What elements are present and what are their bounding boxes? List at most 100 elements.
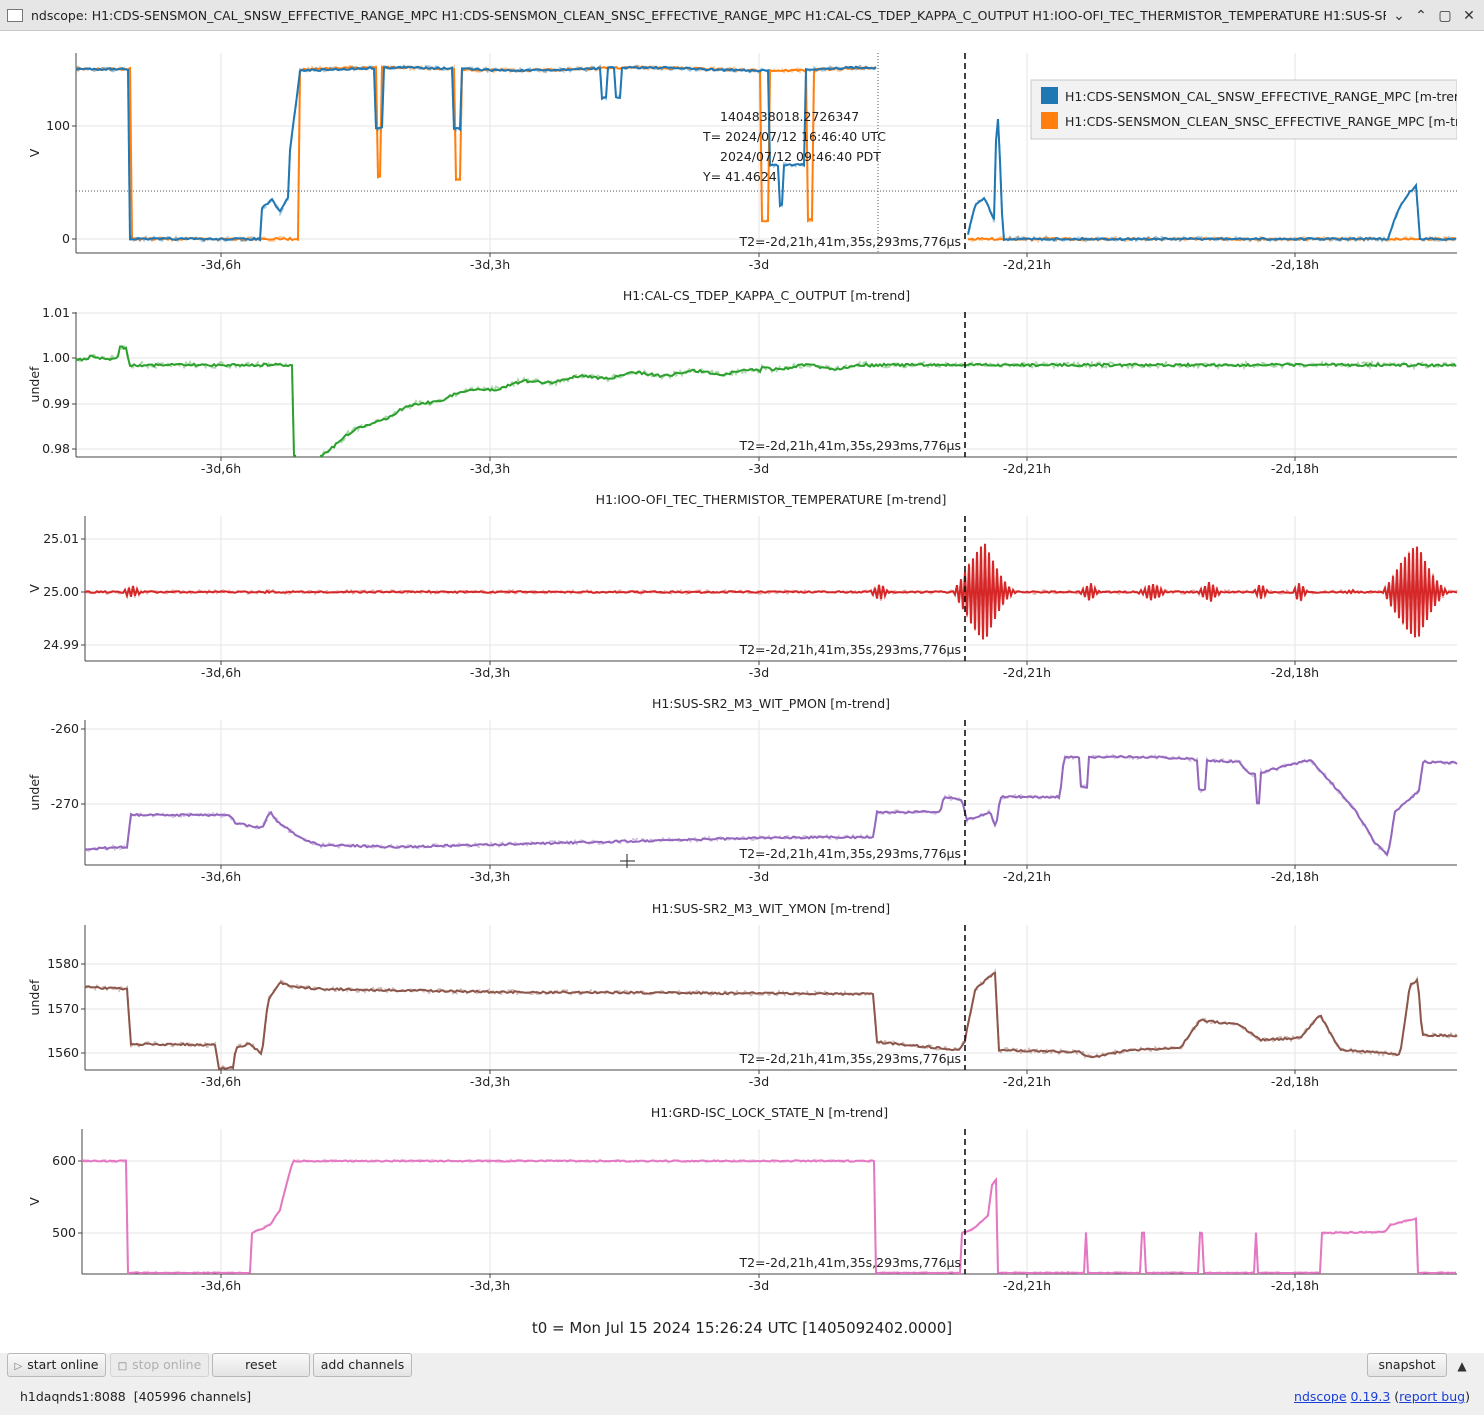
x-tick-label: -3d,6h xyxy=(201,869,241,884)
status-bar: h1daqnds1:8088 [405996 channels] ndscope… xyxy=(0,1383,1484,1415)
legend-clip xyxy=(1457,70,1483,150)
plot-panel-5[interactable]: -3d,6h -3d,3h -3d -2d,21h -2d,18h 1580 1570 156… xyxy=(27,901,1458,1089)
y-tick-label: 1570 xyxy=(47,1001,79,1016)
y-tick-label: -270 xyxy=(51,796,79,811)
y-tick-label: 24.99 xyxy=(43,637,79,652)
legend-swatch xyxy=(1041,112,1058,129)
plot-panel-4[interactable]: -3d,6h -3d,3h -3d -2d,21h -2d,18h -260 -270 und… xyxy=(27,696,1458,884)
x-tick-label: -3d,3h xyxy=(470,665,510,680)
report-bug-link[interactable]: report bug xyxy=(1399,1389,1466,1404)
x-tick-label: -2d,21h xyxy=(1003,1074,1051,1089)
x-tick-label: -3d,3h xyxy=(470,1278,510,1293)
play-icon: ▷ xyxy=(14,1361,23,1372)
app-window-icon xyxy=(7,9,23,22)
y-axis-label: undef xyxy=(27,979,42,1015)
expand-up-icon[interactable]: ▲ xyxy=(1457,1359,1467,1373)
plot-panel-6[interactable]: -3d,6h -3d,3h -3d -2d,21h -2d,18h 600 500 V H1:G… xyxy=(27,1105,1457,1293)
t2-cursor-label: T2=-2d,21h,41m,35s,293ms,776µs xyxy=(738,1051,961,1066)
y-tick-label: 1580 xyxy=(47,956,79,971)
y-tick-label: 25.00 xyxy=(43,584,79,599)
thermistor-temp-minmax-trace xyxy=(84,544,1458,639)
plot-area[interactable]: -3d,6h -3d,3h -3d -2d,21h -2d,18h 100 0 V 140483… xyxy=(0,31,1484,1353)
x-tick-label: -3d,6h xyxy=(201,257,241,272)
readout-pdt: 2024/07/12 09:46:40 PDT xyxy=(720,149,881,164)
x-tick-label: -3d,3h xyxy=(470,461,510,476)
plot-panel-3[interactable]: -3d,6h -3d,3h -3d -2d,21h -2d,18h 25.01 25.00 2… xyxy=(27,492,1458,680)
plot-title: H1:SUS-SR2_M3_WIT_PMON [m-trend] xyxy=(652,696,890,711)
x-tick-label: -2d,18h xyxy=(1271,869,1319,884)
channel-count: [405996 channels] xyxy=(133,1389,252,1404)
y-axis-label: undef xyxy=(27,774,42,810)
restore-icon[interactable]: ⌃ xyxy=(1415,8,1427,24)
x-tick-label: -2d,18h xyxy=(1271,461,1319,476)
y-tick-label: 0.99 xyxy=(42,396,70,411)
stop-online-label: stop online xyxy=(132,1357,202,1372)
add-channels-button[interactable]: add channels xyxy=(313,1353,412,1377)
x-tick-label: -3d xyxy=(749,1278,769,1293)
x-tick-label: -2d,21h xyxy=(1003,257,1051,272)
minimize-icon[interactable]: ⌄ xyxy=(1393,8,1405,24)
legend: H1:CDS-SENSMON_CAL_SNSW_EFFECTIVE_RANGE_… xyxy=(1030,70,1484,150)
x-tick-label: -2d,21h xyxy=(1003,665,1051,680)
y-tick-label: 1.00 xyxy=(42,350,70,365)
stop-online-button[interactable]: □ stop online xyxy=(110,1353,209,1377)
x-tick-label: -3d xyxy=(749,665,769,680)
y-tick-label: 1560 xyxy=(47,1045,79,1060)
sr2-pmon-minmax-trace xyxy=(84,753,1458,857)
plot-title: H1:IOO-OFI_TEC_THERMISTOR_TEMPERATURE [m… xyxy=(596,492,947,507)
x-tick-label: -2d,18h xyxy=(1271,1074,1319,1089)
y-tick-label: 25.01 xyxy=(43,531,79,546)
x-tick-label: -2d,21h xyxy=(1003,869,1051,884)
y-tick-label: 1.01 xyxy=(42,305,70,320)
window-title: ndscope: H1:CDS-SENSMON_CAL_SNSW_EFFECTI… xyxy=(31,8,1386,23)
version-info: ndscope 0.19.3 (report bug) xyxy=(1294,1389,1470,1404)
y-tick-label: 0 xyxy=(62,231,70,246)
t2-cursor-label: T2=-2d,21h,41m,35s,293ms,776µs xyxy=(738,642,961,657)
cal-range-mean-trace xyxy=(75,65,1457,242)
start-online-label: start online xyxy=(27,1357,99,1372)
mouse-crosshair-icon xyxy=(620,854,635,868)
start-online-button[interactable]: ▷ start online xyxy=(7,1353,106,1377)
legend-label: H1:CDS-SENSMON_CLEAN_SNSC_EFFECTIVE_RANG… xyxy=(1065,114,1484,129)
y-axis-label: V xyxy=(27,148,42,157)
x-tick-label: -2d,21h xyxy=(1003,461,1051,476)
x-tick-label: -3d,3h xyxy=(470,869,510,884)
y-tick-label: 100 xyxy=(46,118,70,133)
x-tick-label: -3d,6h xyxy=(201,665,241,680)
x-tick-label: -3d xyxy=(749,869,769,884)
legend-label: H1:CDS-SENSMON_CAL_SNSW_EFFECTIVE_RANGE_… xyxy=(1065,89,1475,104)
x-tick-label: -3d xyxy=(749,1074,769,1089)
plots-canvas[interactable]: -3d,6h -3d,3h -3d -2d,21h -2d,18h 100 0 V 140483… xyxy=(0,31,1484,1353)
y-axis-label: V xyxy=(27,1197,42,1206)
x-tick-label: -3d,6h xyxy=(201,1074,241,1089)
close-icon[interactable]: ✕ xyxy=(1463,8,1475,24)
t2-cursor-label: T2=-2d,21h,41m,35s,293ms,776µs xyxy=(738,1255,961,1270)
y-tick-label: -260 xyxy=(51,721,79,736)
snapshot-button[interactable]: snapshot xyxy=(1367,1353,1447,1377)
legend-swatch xyxy=(1041,87,1058,104)
y-tick-label: 500 xyxy=(52,1225,76,1240)
y-axis-label: undef xyxy=(27,366,42,402)
readout-gps: 1404838018.2726347 xyxy=(720,109,859,124)
version-link[interactable]: 0.19.3 xyxy=(1350,1389,1391,1404)
x-tick-label: -3d xyxy=(749,257,769,272)
plot-title: H1:GRD-ISC_LOCK_STATE_N [m-trend] xyxy=(651,1105,888,1120)
reset-button[interactable]: reset xyxy=(212,1353,310,1377)
x-tick-label: -2d,21h xyxy=(1003,1278,1051,1293)
readout-y: Y= 41.4624 xyxy=(702,169,777,184)
server-address: h1daqnds1:8088 xyxy=(20,1389,126,1404)
plot-title: H1:CAL-CS_TDEP_KAPPA_C_OUTPUT [m-trend] xyxy=(623,288,910,303)
t0-label: t0 = Mon Jul 15 2024 15:26:24 UTC [14050… xyxy=(532,1319,952,1337)
stop-icon: □ xyxy=(117,1361,128,1372)
title-bar: ndscope: H1:CDS-SENSMON_CAL_SNSW_EFFECTI… xyxy=(0,0,1484,31)
x-tick-label: -3d,3h xyxy=(470,257,510,272)
plot-panel-1[interactable]: -3d,6h -3d,3h -3d -2d,21h -2d,18h 100 0 V 140483… xyxy=(27,53,1484,272)
plot-panel-2[interactable]: -3d,6h -3d,3h -3d -2d,21h -2d,18h 1.01 1.00 0.9… xyxy=(27,288,1457,476)
maximize-icon[interactable]: ▢ xyxy=(1438,8,1452,24)
legend-box xyxy=(1030,79,1458,140)
plot-title: H1:SUS-SR2_M3_WIT_YMON [m-trend] xyxy=(652,901,890,916)
thermistor-temp-mean-trace xyxy=(84,543,1458,640)
x-tick-label: -3d,6h xyxy=(201,461,241,476)
ndscope-link[interactable]: ndscope xyxy=(1294,1389,1347,1404)
y-tick-label: 0.98 xyxy=(42,441,70,456)
